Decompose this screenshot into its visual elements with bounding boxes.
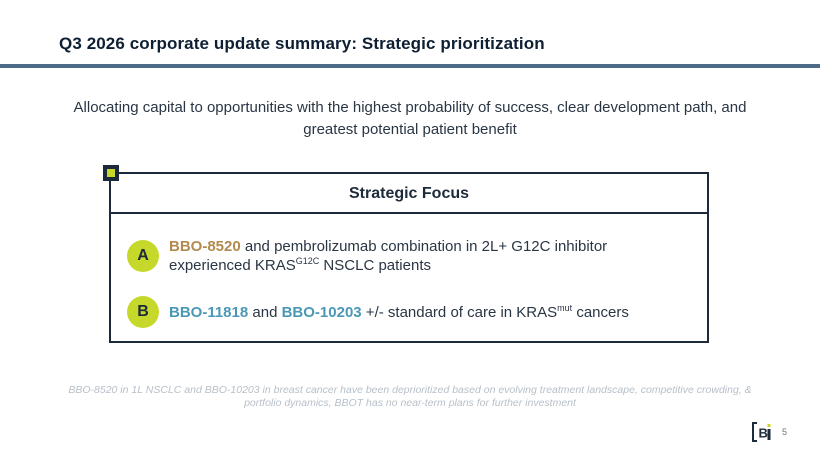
strategic-focus-box: Strategic Focus A BBO-8520 and pembroliz… — [109, 172, 709, 343]
corner-square-icon — [103, 165, 119, 181]
focus-item-b: BBO-11818 and BBO-10203 +/- standard of … — [169, 303, 709, 322]
item-text: cancers — [572, 304, 629, 321]
title-divider — [0, 64, 820, 68]
company-logo-icon: B — [752, 422, 771, 442]
focus-item-a: BBO-8520 and pembrolizumab combination i… — [169, 237, 689, 275]
item-a-badge: A — [127, 240, 159, 272]
item-text: and — [248, 304, 282, 321]
drug-name: BBO-8520 — [169, 238, 241, 255]
drug-name: BBO-10203 — [281, 304, 362, 321]
item-text: NSCLC patients — [319, 257, 431, 274]
item-text: and pembrolizumab combination in 2L+ G12… — [169, 238, 608, 274]
item-b-badge: B — [127, 296, 159, 328]
superscript: G12C — [295, 256, 320, 266]
slide-subtitle: Allocating capital to opportunities with… — [73, 99, 747, 138]
item-text: +/- standard of care in KRAS — [361, 304, 558, 321]
page-number: 5 — [782, 427, 788, 437]
drug-name: BBO-11818 — [169, 304, 249, 321]
strategic-focus-heading: Strategic Focus — [111, 174, 707, 214]
svg-text:B: B — [759, 426, 768, 441]
footnote: BBO-8520 in 1L NSCLC and BBO-10203 in br… — [68, 384, 752, 409]
superscript: mut — [557, 303, 573, 313]
slide-title: Q3 2026 corporate update summary: Strate… — [59, 34, 545, 53]
